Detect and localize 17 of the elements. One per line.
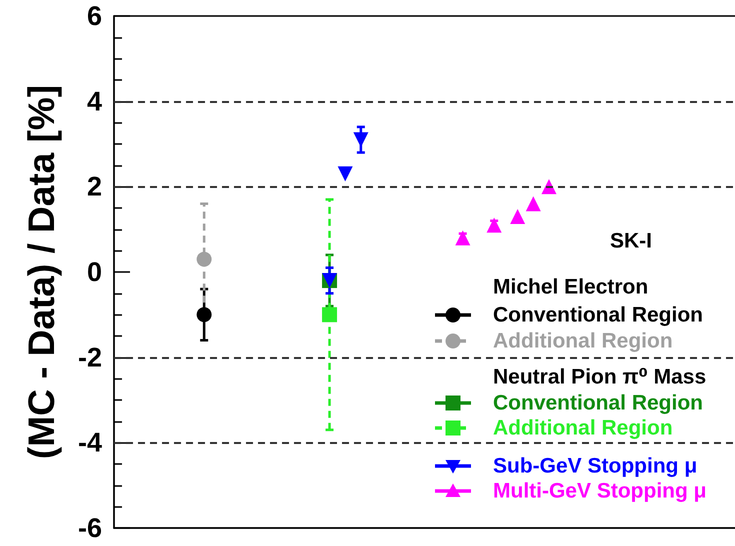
legend-title: SK-I [610, 230, 652, 252]
y-tick-label: -6 [78, 513, 102, 543]
y-axis-title: (MC - Data) / Data [%] [21, 84, 62, 460]
legend-label: Conventional Region [493, 392, 703, 414]
y-tick-label: 2 [86, 172, 102, 202]
y-tick-label: 0 [86, 257, 102, 287]
annotation: Neutral Pion π⁰ Mass [493, 366, 706, 388]
annotation: Michel Electron [493, 276, 648, 298]
legend-label: Additional Region [493, 416, 673, 440]
legend-label: Multi-GeV Stopping μ [493, 480, 706, 502]
legend-label: Sub-GeV Stopping μ [493, 454, 698, 478]
y-tick-label: -2 [78, 342, 102, 372]
legend-label: Additional Region [493, 330, 673, 352]
y-tick-label: -4 [78, 428, 102, 458]
y-tick-label: 4 [86, 86, 102, 116]
y-tick-label: 6 [86, 1, 102, 31]
legend-label: Conventional Region [493, 304, 703, 326]
